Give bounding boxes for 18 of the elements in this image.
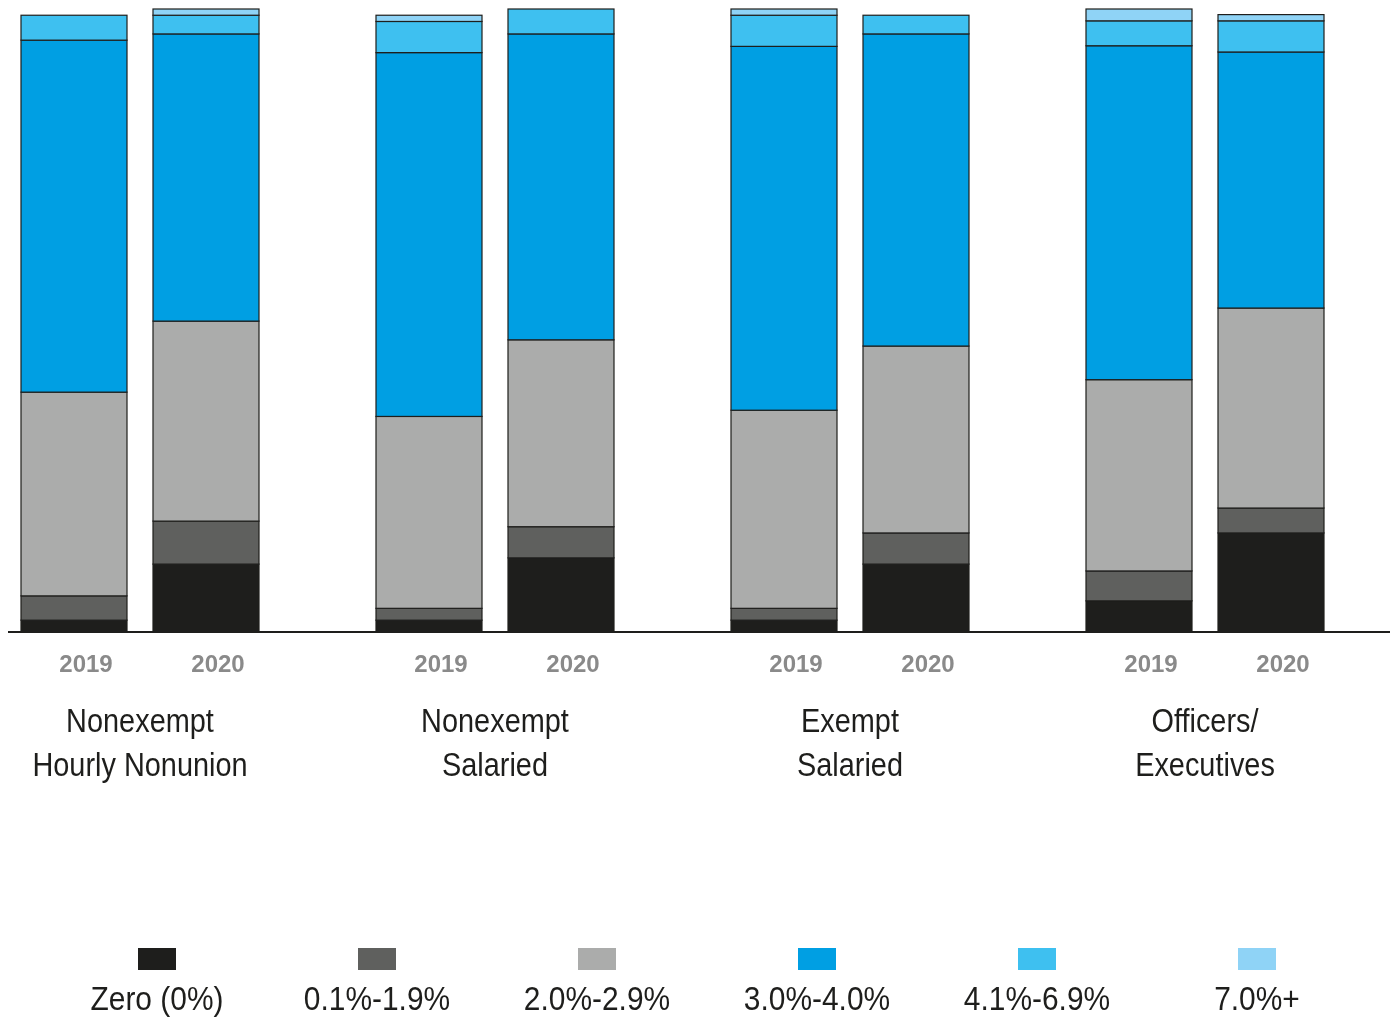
x-tick-label: 2020 [191, 650, 245, 677]
legend-label: 0.1%-1.9% [303, 979, 451, 1018]
text: Nonexempt Salaried [421, 700, 570, 784]
legend-label: 3.0%-4.0% [743, 979, 891, 1018]
text: Nonexempt Hourly Nonunion [32, 700, 248, 784]
text: Exempt Salaried [796, 700, 904, 784]
legend-label: 2.0%-2.9% [523, 979, 671, 1018]
x-tick-label: 2019 [1124, 650, 1178, 677]
legend-label: Zero (0%) [90, 979, 224, 1018]
x-tick-label: 2019 [769, 650, 823, 677]
x-tick-label: 2020 [1256, 650, 1310, 677]
legend-label: 7.0%+ [1214, 979, 1300, 1018]
x-tick-label: 2020 [901, 650, 955, 677]
legend-label: 4.1%-6.9% [963, 979, 1111, 1018]
x-tick-label: 2019 [59, 650, 113, 677]
x-tick-label: 2019 [414, 650, 468, 677]
x-tick-label: 2020 [546, 650, 600, 677]
text: Officers/ Executives [1135, 700, 1275, 784]
